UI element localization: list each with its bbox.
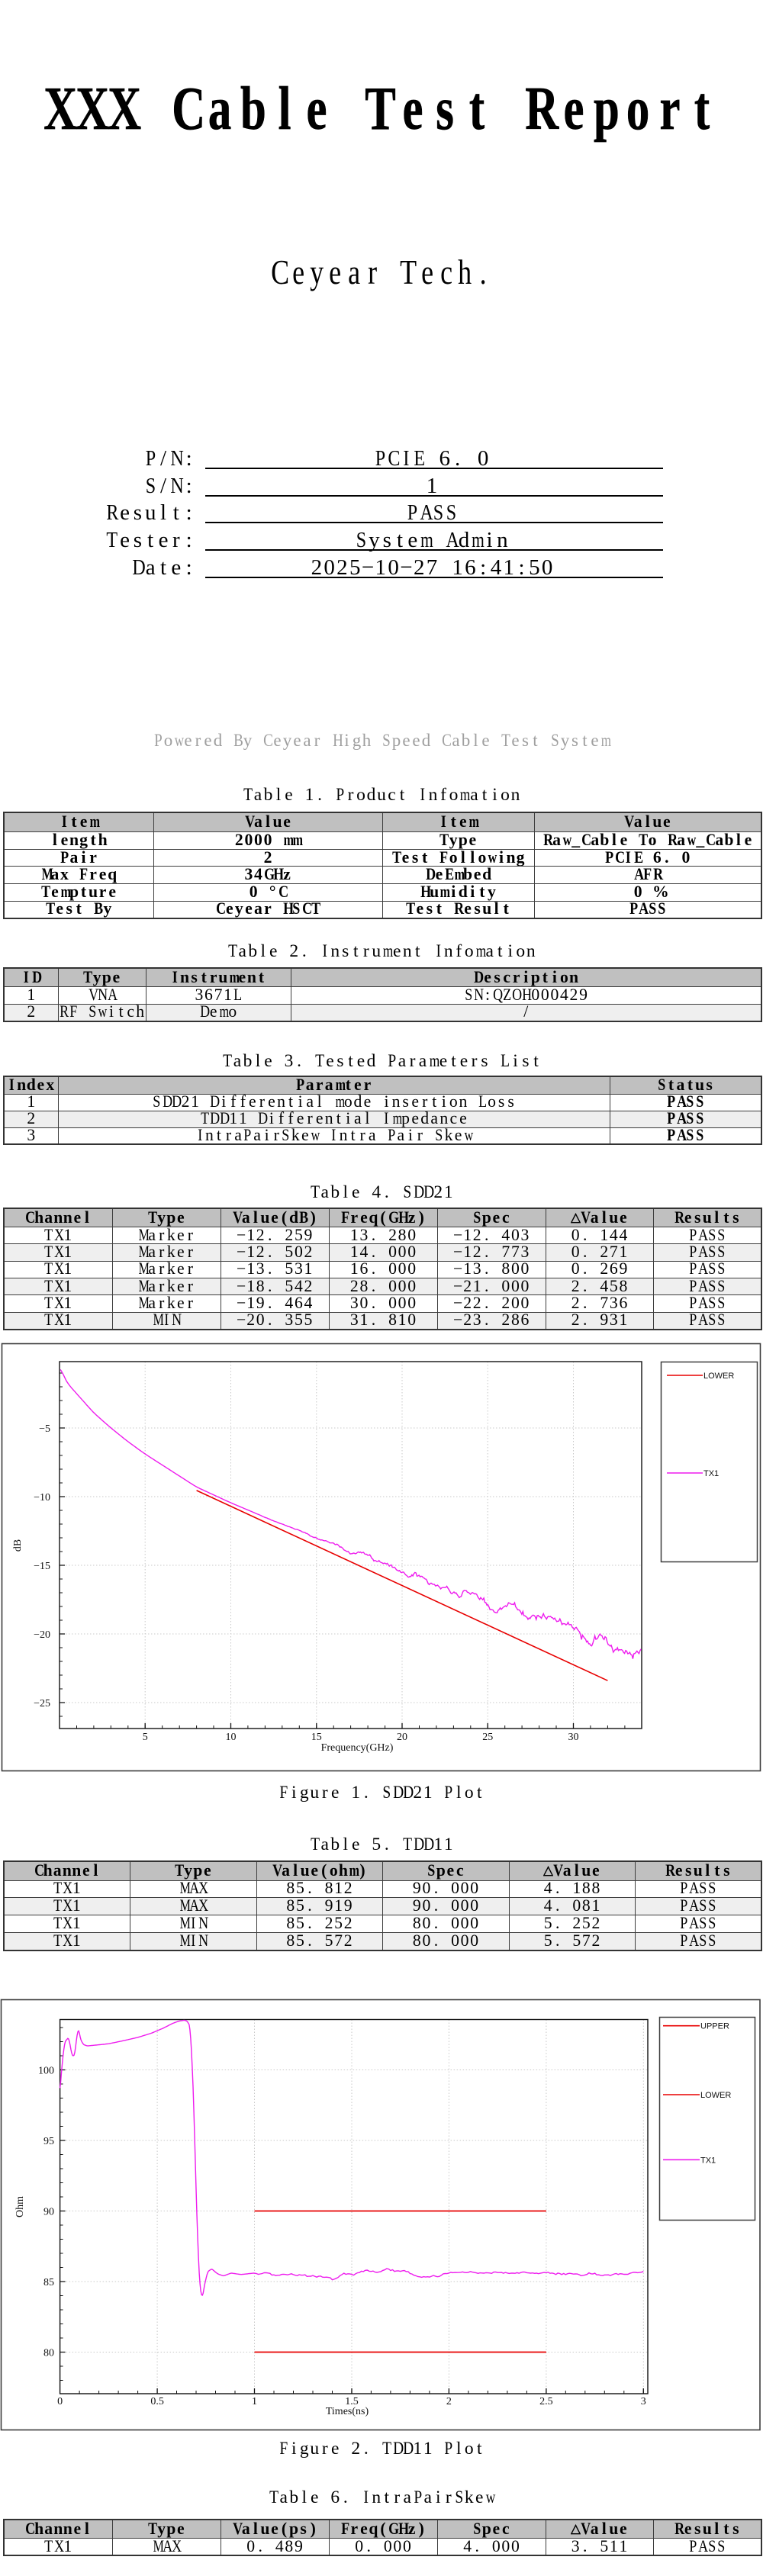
svg-text:−25: −25	[34, 1698, 50, 1709]
svg-text:2: 2	[446, 2396, 452, 2407]
svg-text:TX1: TX1	[703, 1469, 719, 1478]
svg-text:90: 90	[43, 2207, 54, 2218]
svg-text:−5: −5	[39, 1423, 50, 1435]
svg-text:1.5: 1.5	[345, 2396, 359, 2407]
svg-text:Frequency(GHz): Frequency(GHz)	[321, 1742, 394, 1754]
svg-text:1: 1	[252, 2396, 257, 2407]
svg-text:UPPER: UPPER	[700, 2022, 729, 2031]
svg-text:30: 30	[568, 1732, 579, 1743]
svg-text:LOWER: LOWER	[700, 2091, 731, 2100]
svg-text:3: 3	[641, 2396, 646, 2407]
svg-text:15: 15	[311, 1732, 322, 1743]
svg-text:95: 95	[43, 2136, 54, 2147]
svg-text:−20: −20	[34, 1629, 50, 1641]
svg-text:10: 10	[226, 1732, 237, 1743]
svg-text:Ohm: Ohm	[14, 2196, 26, 2217]
svg-text:−10: −10	[34, 1492, 50, 1503]
svg-text:5: 5	[143, 1732, 148, 1743]
svg-text:2.5: 2.5	[539, 2396, 553, 2407]
svg-text:80: 80	[43, 2348, 54, 2359]
svg-text:0: 0	[57, 2396, 63, 2407]
svg-text:dB: dB	[12, 1539, 24, 1552]
svg-text:0.5: 0.5	[150, 2396, 164, 2407]
svg-text:TX1: TX1	[700, 2156, 716, 2165]
svg-text:20: 20	[397, 1732, 407, 1743]
svg-text:100: 100	[38, 2066, 54, 2077]
svg-text:85: 85	[43, 2277, 54, 2288]
svg-text:−15: −15	[34, 1561, 50, 1572]
svg-text:LOWER: LOWER	[703, 1372, 734, 1381]
svg-text:25: 25	[482, 1732, 493, 1743]
svg-text:Times(ns): Times(ns)	[326, 2406, 369, 2417]
